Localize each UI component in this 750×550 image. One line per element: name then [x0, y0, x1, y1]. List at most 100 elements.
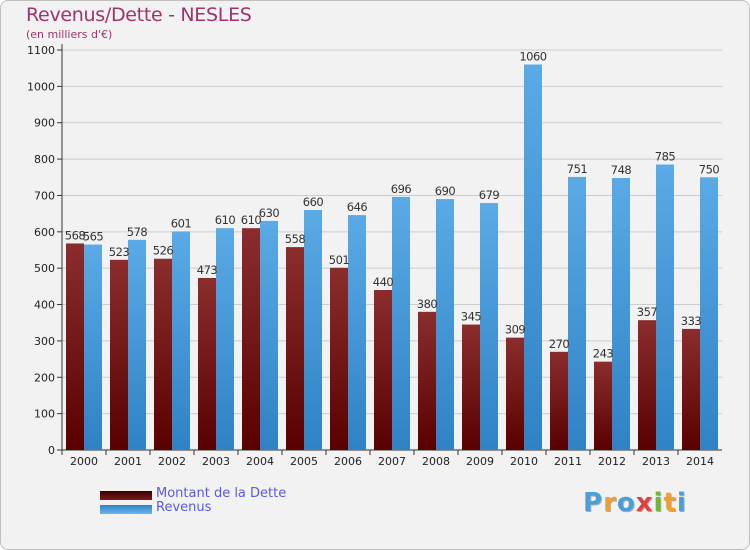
data-label: 1060	[519, 50, 546, 64]
y-tick-label: 0	[48, 444, 55, 457]
bar-revenus	[348, 215, 366, 450]
data-label: 750	[699, 162, 720, 176]
y-tick-label: 800	[34, 153, 55, 166]
x-tick-label: 2007	[378, 455, 406, 468]
legend-label-revenus: Revenus	[156, 500, 212, 515]
bar-dette	[198, 278, 216, 450]
data-label: 333	[681, 314, 702, 328]
x-tick-label: 2008	[422, 455, 450, 468]
data-label: 270	[549, 337, 570, 351]
data-label: 660	[303, 195, 324, 209]
bar-revenus	[84, 244, 102, 450]
x-tick-label: 2000	[70, 455, 98, 468]
x-tick-label: 2006	[334, 455, 362, 468]
bar-dette	[374, 290, 392, 450]
data-label: 523	[109, 245, 130, 259]
data-label: 345	[461, 310, 482, 324]
legend-swatch-revenus	[100, 505, 152, 514]
data-label: 610	[241, 213, 262, 227]
x-tick-label: 2011	[554, 455, 582, 468]
logo-letter: t	[663, 488, 677, 518]
bar-revenus	[216, 228, 234, 450]
data-label: 679	[479, 188, 500, 202]
bar-dette	[418, 311, 436, 450]
bar-revenus	[700, 177, 718, 451]
y-tick-label: 200	[34, 371, 55, 384]
x-tick-label: 2002	[158, 455, 186, 468]
bar-revenus	[436, 199, 454, 450]
logo-letter: o	[616, 488, 636, 518]
bar-dette	[66, 243, 84, 450]
data-label: 565	[83, 230, 104, 244]
data-label: 568	[65, 228, 86, 242]
y-tick-label: 300	[34, 335, 55, 348]
bar-dette	[286, 247, 304, 450]
bar-revenus	[480, 203, 498, 450]
data-label: 558	[285, 232, 306, 246]
y-tick-label: 600	[34, 226, 55, 239]
x-tick-label: 2014	[686, 455, 714, 468]
bar-dette	[594, 361, 612, 450]
y-tick-label: 500	[34, 262, 55, 275]
x-tick-label: 2009	[466, 455, 494, 468]
legend-label-dette: Montant de la Dette	[156, 486, 287, 501]
chart-title: Revenus/Dette - NESLES	[26, 4, 252, 26]
data-label: 610	[215, 213, 236, 227]
data-label: 690	[435, 184, 456, 198]
y-tick-label: 1100	[27, 44, 55, 57]
data-label: 785	[655, 150, 676, 164]
bar-dette	[682, 328, 700, 450]
bar-revenus	[612, 178, 630, 450]
bar-dette	[550, 351, 568, 450]
legend-swatch-dette	[100, 491, 152, 500]
bar-revenus	[656, 164, 674, 450]
bar-dette	[154, 258, 172, 450]
logo-letter: i	[676, 488, 687, 518]
logo-letter: r	[603, 488, 617, 518]
x-tick-label: 2003	[202, 455, 230, 468]
logo-letter: P	[583, 488, 604, 518]
bar-revenus	[524, 64, 542, 450]
data-label: 309	[505, 323, 526, 337]
x-tick-label: 2005	[290, 455, 318, 468]
bar-revenus	[568, 176, 586, 450]
bar-dette	[110, 259, 128, 450]
x-tick-label: 2001	[114, 455, 142, 468]
data-label: 440	[373, 275, 394, 289]
bar-dette	[506, 337, 524, 450]
data-label: 646	[347, 200, 368, 214]
data-label: 243	[593, 347, 614, 361]
data-label: 473	[197, 263, 218, 277]
bar-revenus	[128, 239, 146, 450]
bar-dette	[330, 267, 348, 450]
bar-revenus	[260, 220, 278, 450]
bar-dette	[462, 324, 480, 450]
logo-letter: i	[653, 488, 664, 518]
bars	[66, 64, 718, 451]
data-label: 630	[259, 206, 280, 220]
data-label: 578	[127, 225, 148, 239]
data-label: 748	[611, 163, 632, 177]
bar-revenus	[392, 196, 410, 450]
bar-revenus	[304, 210, 322, 450]
data-label: 751	[567, 162, 588, 176]
data-label: 380	[417, 297, 438, 311]
y-tick-label: 400	[34, 299, 55, 312]
data-label: 601	[171, 216, 192, 230]
data-label: 357	[637, 305, 658, 319]
y-tick-label: 100	[34, 408, 55, 421]
y-tick-label: 900	[34, 117, 55, 130]
chart-subtitle: (en milliers d'€)	[26, 28, 113, 41]
proxiti-logo: Proxiti	[583, 488, 687, 518]
data-label: 696	[391, 182, 412, 196]
bar-dette	[638, 320, 656, 450]
data-label: 501	[329, 253, 350, 267]
x-tick-label: 2013	[642, 455, 670, 468]
data-label: 526	[153, 244, 174, 258]
y-tick-label: 700	[34, 189, 55, 202]
logo-letter: x	[635, 488, 654, 518]
y-tick-label: 1000	[27, 80, 55, 93]
x-tick-label: 2012	[598, 455, 626, 468]
